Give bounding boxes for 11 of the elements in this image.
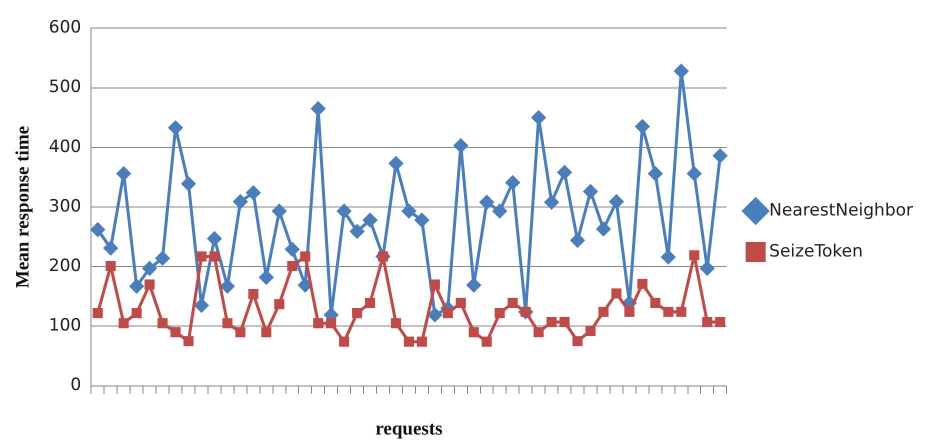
y-tick-label: 500 bbox=[48, 77, 82, 98]
legend-label: NearestNeighbor bbox=[769, 200, 914, 220]
y-tick-label: 0 bbox=[70, 375, 82, 396]
legend-label: SeizeToken bbox=[769, 241, 863, 262]
y-tick-label: 600 bbox=[48, 18, 82, 38]
y-axis-title: Mean response time bbox=[12, 126, 34, 288]
x-axis-title: requests bbox=[375, 418, 443, 440]
y-tick-label: 300 bbox=[48, 196, 82, 216]
y-tick-label: 400 bbox=[48, 136, 82, 157]
y-tick-label: 100 bbox=[48, 316, 82, 336]
y-tick-label: 200 bbox=[48, 256, 82, 276]
